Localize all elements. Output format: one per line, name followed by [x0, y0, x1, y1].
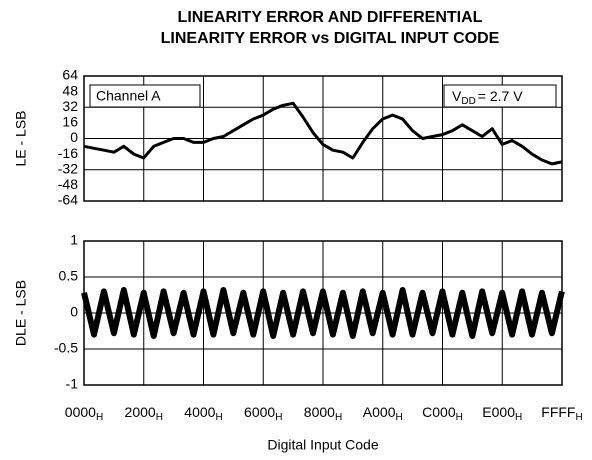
y-tick-label: 1	[70, 232, 78, 248]
y-tick-label: -0.5	[54, 340, 78, 356]
y-axis-label: LE - LSB	[13, 110, 29, 166]
y-tick-label: -16	[58, 145, 78, 161]
chart-title: LINEARITY ERROR vs DIGITAL INPUT CODE	[161, 30, 500, 47]
x-tick-subscript: H	[275, 412, 282, 423]
x-tick-subscript: H	[515, 412, 522, 423]
x-tick-text: 0000	[65, 404, 96, 420]
x-tick-subscript: H	[215, 412, 222, 423]
y-tick-label: 48	[62, 82, 78, 98]
y-tick-label: 0	[70, 129, 78, 145]
y-tick-label: 32	[62, 98, 78, 114]
y-tick-label: 0.5	[59, 268, 79, 284]
y-tick-label: 64	[62, 67, 78, 83]
x-tick-subscript: H	[156, 412, 163, 423]
x-tick-subscript: H	[96, 412, 103, 423]
annotation-box	[443, 84, 557, 108]
plot-frame	[83, 75, 563, 202]
annotation-box	[89, 84, 201, 108]
y-axis-label: DLE - LSB	[13, 280, 29, 346]
x-tick-subscript: H	[335, 412, 342, 423]
x-tick-text: 4000	[184, 404, 215, 420]
chart-title: LINEARITY ERROR AND DIFFERENTIAL	[178, 9, 483, 26]
x-tick-label: 0000H	[65, 404, 103, 423]
x-tick-text: 2000	[125, 404, 156, 420]
y-tick-label: -64	[58, 192, 78, 208]
x-tick-subscript: H	[395, 412, 402, 423]
data-line	[81, 287, 565, 339]
x-tick-label: E000H	[482, 404, 522, 423]
y-tick-label: -1	[66, 376, 79, 392]
y-tick-label: -32	[58, 160, 78, 176]
x-tick-text: A000	[363, 404, 396, 420]
plot-frame	[83, 240, 563, 386]
annotation-text: V	[452, 88, 462, 104]
x-tick-text: E000	[482, 404, 515, 420]
x-tick-label: A000H	[363, 404, 403, 423]
x-tick-text: 8000	[304, 404, 335, 420]
annotation-text: = 2.7 V	[478, 88, 523, 104]
x-tick-label: 4000H	[184, 404, 222, 423]
x-tick-label: 6000H	[244, 404, 282, 423]
x-axis-label: Digital Input Code	[267, 437, 379, 453]
x-tick-text: 6000	[244, 404, 275, 420]
x-tick-text: FFFF	[541, 404, 575, 420]
x-tick-label: 8000H	[304, 404, 342, 423]
annotation-subscript: DD	[461, 96, 475, 107]
y-tick-label: 16	[62, 114, 78, 130]
x-tick-subscript: H	[575, 412, 582, 423]
x-tick-text: C000	[422, 404, 456, 420]
annotation: Channel A	[96, 88, 161, 104]
x-tick-label: C000H	[422, 404, 463, 423]
x-tick-label: 2000H	[125, 404, 163, 423]
data-line	[83, 101, 563, 166]
y-tick-label: 0	[70, 304, 78, 320]
x-tick-subscript: H	[456, 412, 463, 423]
y-tick-label: -48	[58, 176, 78, 192]
x-tick-label: FFFFH	[541, 404, 582, 423]
annotation: VDD = 2.7 V	[452, 88, 523, 107]
